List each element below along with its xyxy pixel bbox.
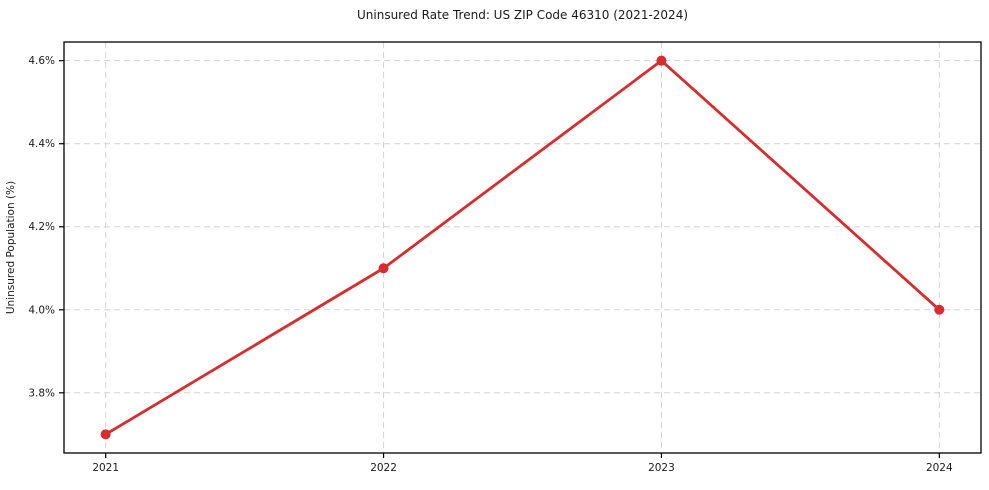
y-tick-label: 4.2% [28,221,55,233]
data-point [656,55,667,66]
plot-border [63,41,982,454]
y-tick-label: 4.4% [28,138,55,150]
data-point [100,429,111,440]
trend-line [104,59,941,436]
y-tick-label: 4.0% [28,304,55,316]
x-tick-label: 2024 [926,462,953,474]
data-point [934,304,945,315]
data-point [378,263,389,274]
x-tick-label: 2023 [648,462,675,474]
x-tick-label: 2022 [370,462,397,474]
x-tick-label: 2021 [92,462,119,474]
y-tick-label: 3.8% [28,387,55,399]
chart-title: Uninsured Rate Trend: US ZIP Code 46310 … [356,8,689,22]
y-axis-label: Uninsured Population (%) [5,181,17,314]
y-tick-label: 4.6% [28,55,55,67]
